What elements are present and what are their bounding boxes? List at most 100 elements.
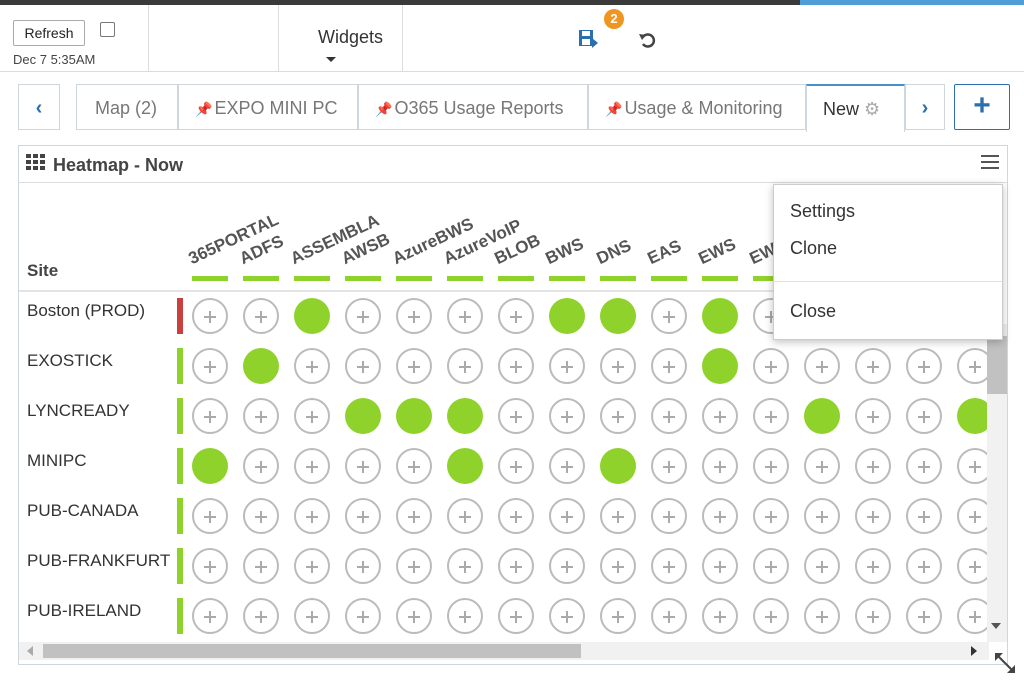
heatmap-cell-empty[interactable]: [192, 498, 228, 534]
heatmap-cell-empty[interactable]: [192, 298, 228, 334]
heatmap-cell-empty[interactable]: [243, 448, 279, 484]
heatmap-cell-empty[interactable]: [345, 348, 381, 384]
heatmap-cell-active[interactable]: [600, 448, 636, 484]
heatmap-cell-empty[interactable]: [498, 498, 534, 534]
heatmap-cell-empty[interactable]: [192, 348, 228, 384]
heatmap-cell-empty[interactable]: [294, 598, 330, 634]
heatmap-cell-empty[interactable]: [447, 598, 483, 634]
heatmap-cell-empty[interactable]: [855, 548, 891, 584]
heatmap-cell-empty[interactable]: [243, 548, 279, 584]
heatmap-cell-empty[interactable]: [855, 398, 891, 434]
heatmap-cell-empty[interactable]: [498, 548, 534, 584]
heatmap-cell-active[interactable]: [600, 298, 636, 334]
heatmap-cell-empty[interactable]: [243, 298, 279, 334]
tab-new[interactable]: New ⚙: [806, 84, 905, 132]
heatmap-cell-empty[interactable]: [702, 548, 738, 584]
heatmap-cell-empty[interactable]: [906, 398, 942, 434]
scroll-right-arrow-icon[interactable]: [971, 646, 977, 656]
heatmap-cell-empty[interactable]: [753, 448, 789, 484]
heatmap-cell-empty[interactable]: [549, 348, 585, 384]
heatmap-cell-empty[interactable]: [906, 448, 942, 484]
heatmap-cell-empty[interactable]: [192, 598, 228, 634]
heatmap-cell-active[interactable]: [447, 398, 483, 434]
heatmap-cell-empty[interactable]: [498, 298, 534, 334]
vertical-scrollbar[interactable]: [987, 324, 1007, 642]
heatmap-cell-active[interactable]: [396, 398, 432, 434]
heatmap-cell-empty[interactable]: [396, 498, 432, 534]
heatmap-cell-empty[interactable]: [549, 498, 585, 534]
heatmap-cell-empty[interactable]: [345, 448, 381, 484]
menu-item-close[interactable]: Close: [790, 301, 837, 321]
heatmap-cell-empty[interactable]: [600, 548, 636, 584]
heatmap-cell-empty[interactable]: [906, 598, 942, 634]
heatmap-cell-empty[interactable]: [906, 498, 942, 534]
heatmap-cell-empty[interactable]: [855, 498, 891, 534]
heatmap-cell-empty[interactable]: [855, 448, 891, 484]
heatmap-cell-empty[interactable]: [447, 498, 483, 534]
scroll-left-arrow-icon[interactable]: [27, 646, 33, 656]
add-tab-button[interactable]: +: [954, 84, 1010, 130]
heatmap-cell-empty[interactable]: [549, 448, 585, 484]
heatmap-cell-empty[interactable]: [549, 548, 585, 584]
heatmap-cell-active[interactable]: [447, 448, 483, 484]
heatmap-cell-empty[interactable]: [651, 548, 687, 584]
heatmap-cell-empty[interactable]: [498, 598, 534, 634]
heatmap-cell-empty[interactable]: [753, 598, 789, 634]
tab-expo-mini-pc[interactable]: 📌 EXPO MINI PC: [178, 84, 358, 130]
hamburger-menu-icon[interactable]: [981, 155, 999, 173]
save-icon[interactable]: [578, 29, 600, 49]
heatmap-cell-empty[interactable]: [702, 398, 738, 434]
heatmap-cell-empty[interactable]: [396, 348, 432, 384]
heatmap-cell-active[interactable]: [243, 348, 279, 384]
refresh-button[interactable]: Refresh: [13, 20, 85, 46]
heatmap-cell-empty[interactable]: [345, 498, 381, 534]
heatmap-cell-empty[interactable]: [600, 398, 636, 434]
heatmap-cell-empty[interactable]: [804, 548, 840, 584]
undo-icon[interactable]: [638, 30, 658, 50]
heatmap-cell-empty[interactable]: [702, 598, 738, 634]
tab-o365-usage-reports[interactable]: 📌 O365 Usage Reports: [358, 84, 588, 130]
heatmap-cell-empty[interactable]: [753, 398, 789, 434]
heatmap-cell-empty[interactable]: [498, 348, 534, 384]
heatmap-cell-empty[interactable]: [396, 548, 432, 584]
heatmap-cell-empty[interactable]: [243, 398, 279, 434]
heatmap-cell-empty[interactable]: [600, 348, 636, 384]
heatmap-cell-empty[interactable]: [192, 398, 228, 434]
heatmap-cell-empty[interactable]: [345, 548, 381, 584]
heatmap-cell-empty[interactable]: [447, 548, 483, 584]
tab-map[interactable]: Map (2): [76, 84, 178, 130]
auto-refresh-checkbox[interactable]: [100, 22, 115, 37]
heatmap-cell-empty[interactable]: [753, 548, 789, 584]
heatmap-cell-active[interactable]: [549, 298, 585, 334]
heatmap-cell-active[interactable]: [702, 298, 738, 334]
heatmap-cell-empty[interactable]: [294, 448, 330, 484]
heatmap-cell-empty[interactable]: [294, 348, 330, 384]
tab-usage-monitoring[interactable]: 📌 Usage & Monitoring: [588, 84, 806, 130]
heatmap-cell-empty[interactable]: [447, 298, 483, 334]
heatmap-cell-empty[interactable]: [855, 348, 891, 384]
heatmap-cell-empty[interactable]: [498, 448, 534, 484]
heatmap-cell-active[interactable]: [345, 398, 381, 434]
tabs-scroll-left-button[interactable]: ‹: [18, 84, 60, 130]
heatmap-cell-empty[interactable]: [549, 398, 585, 434]
heatmap-cell-empty[interactable]: [804, 598, 840, 634]
heatmap-cell-empty[interactable]: [447, 348, 483, 384]
heatmap-cell-empty[interactable]: [294, 398, 330, 434]
heatmap-cell-empty[interactable]: [294, 498, 330, 534]
horizontal-scroll-thumb[interactable]: [43, 644, 581, 658]
heatmap-cell-empty[interactable]: [804, 498, 840, 534]
heatmap-cell-empty[interactable]: [345, 598, 381, 634]
resize-handle-icon[interactable]: [992, 650, 1018, 676]
heatmap-cell-empty[interactable]: [753, 348, 789, 384]
heatmap-cell-empty[interactable]: [549, 598, 585, 634]
heatmap-cell-active[interactable]: [192, 448, 228, 484]
heatmap-cell-empty[interactable]: [804, 448, 840, 484]
heatmap-cell-empty[interactable]: [243, 598, 279, 634]
heatmap-cell-empty[interactable]: [702, 498, 738, 534]
heatmap-cell-empty[interactable]: [906, 548, 942, 584]
heatmap-cell-empty[interactable]: [345, 298, 381, 334]
heatmap-cell-empty[interactable]: [498, 398, 534, 434]
heatmap-cell-empty[interactable]: [651, 348, 687, 384]
menu-item-clone[interactable]: Clone: [790, 238, 838, 258]
heatmap-cell-empty[interactable]: [906, 348, 942, 384]
